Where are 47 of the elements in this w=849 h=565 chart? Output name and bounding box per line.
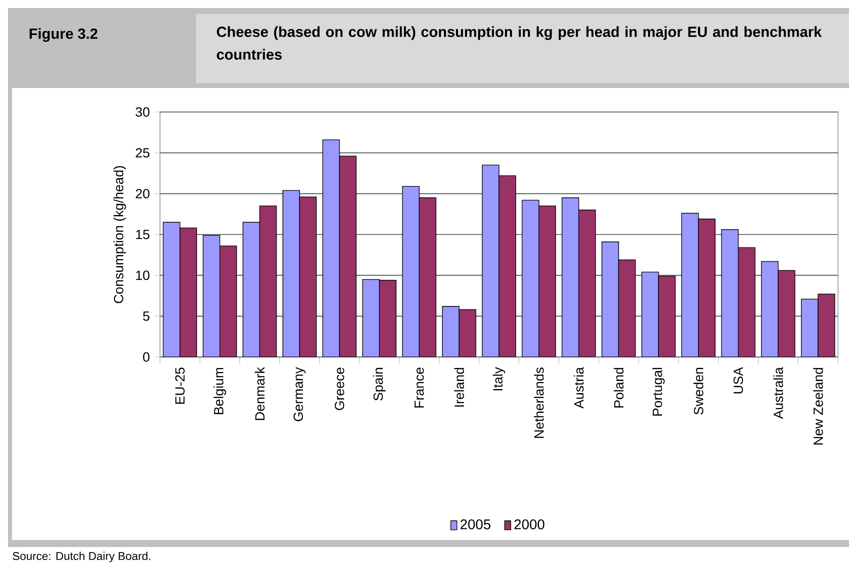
x-tick-label: Netherlands bbox=[534, 368, 544, 438]
bar bbox=[738, 247, 756, 358]
x-tick-label: Spain bbox=[373, 368, 386, 401]
x-tick-label: New Zeeland bbox=[813, 368, 823, 445]
bar bbox=[180, 228, 198, 358]
bar bbox=[219, 246, 237, 358]
legend-label: 2000 bbox=[514, 519, 544, 530]
x-tick-label: EU-25 bbox=[175, 368, 185, 404]
y-tick-label: 25 bbox=[136, 148, 150, 158]
bar bbox=[339, 156, 357, 358]
bar bbox=[658, 276, 676, 358]
x-tick-label: Denmark bbox=[254, 367, 265, 420]
bar bbox=[618, 259, 636, 358]
bar bbox=[578, 210, 596, 358]
bar bbox=[379, 280, 396, 358]
bar bbox=[458, 309, 476, 358]
bar bbox=[418, 197, 436, 358]
bar bbox=[498, 175, 516, 358]
y-tick-label: 5 bbox=[143, 312, 150, 321]
y-tick-label: 30 bbox=[136, 107, 150, 117]
x-tick-label: Greece bbox=[334, 368, 344, 410]
source-note: Source: Dutch Dairy Board. bbox=[12, 552, 150, 562]
x-tick-label: Belgium bbox=[214, 368, 226, 414]
y-tick-label: 20 bbox=[136, 188, 150, 198]
x-tick-label: Austria bbox=[574, 367, 584, 409]
x-tick-label: Poland bbox=[614, 368, 624, 408]
caption: Figure 3.2 bbox=[30, 28, 98, 42]
bar bbox=[698, 218, 716, 358]
x-tick-label: USA bbox=[734, 367, 744, 394]
bar bbox=[299, 196, 317, 358]
y-axis-title: Consumption (kg/head) bbox=[114, 166, 126, 304]
bar bbox=[259, 206, 277, 358]
y-tick-label: 15 bbox=[136, 230, 150, 240]
x-tick-label: Portugal bbox=[652, 368, 665, 416]
y-tick-label: 0 bbox=[143, 352, 150, 362]
legend-label: 2005 bbox=[460, 519, 490, 530]
y-tick-label: 10 bbox=[136, 270, 150, 280]
bar bbox=[538, 206, 556, 358]
chart-title: Cheese (based on cow milk) consumption in kg per head in major EU and benchmark countries bbox=[216, 26, 822, 60]
bar bbox=[778, 270, 796, 358]
x-tick-label: Sweden bbox=[694, 368, 704, 415]
bar bbox=[818, 294, 836, 358]
x-tick-label: Germany bbox=[294, 367, 306, 422]
x-tick-label: Australia bbox=[773, 367, 784, 419]
x-tick-label: Ireland bbox=[454, 368, 464, 407]
x-tick-label: Italy bbox=[492, 367, 506, 390]
x-tick-label: France bbox=[414, 368, 424, 408]
